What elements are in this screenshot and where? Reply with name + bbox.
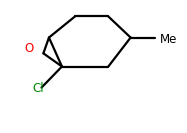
Text: Cl: Cl <box>32 82 44 95</box>
Text: Me: Me <box>160 33 178 46</box>
Text: O: O <box>25 42 34 55</box>
